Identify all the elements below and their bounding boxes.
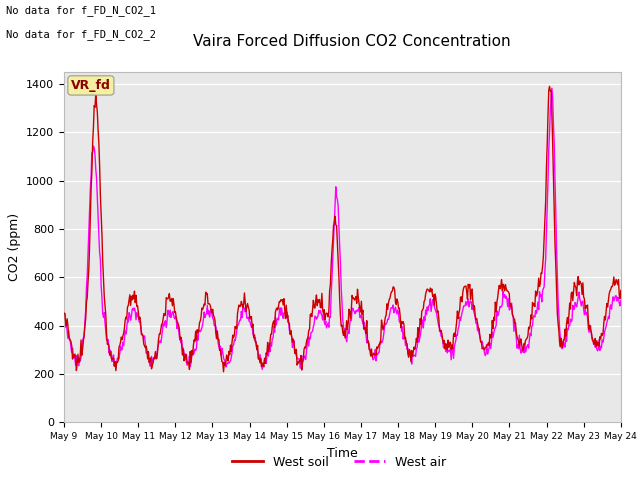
X-axis label: Time: Time [327, 447, 358, 460]
Text: VR_fd: VR_fd [71, 79, 111, 92]
Y-axis label: CO2 (ppm): CO2 (ppm) [8, 213, 20, 281]
Legend: West soil, West air: West soil, West air [227, 451, 451, 474]
Text: Vaira Forced Diffusion CO2 Concentration: Vaira Forced Diffusion CO2 Concentration [193, 34, 511, 48]
Text: No data for f_FD_N_CO2_2: No data for f_FD_N_CO2_2 [6, 29, 156, 40]
Text: No data for f_FD_N_CO2_1: No data for f_FD_N_CO2_1 [6, 5, 156, 16]
